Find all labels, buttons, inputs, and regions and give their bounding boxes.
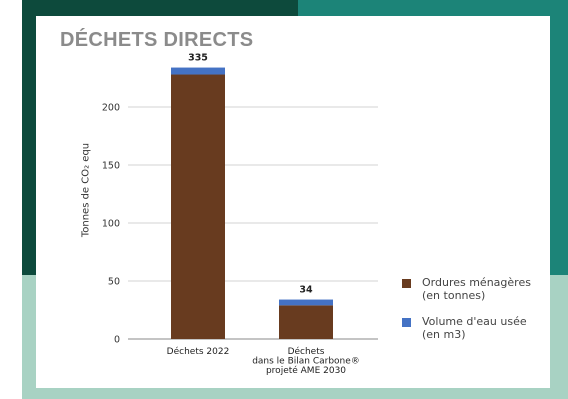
legend-swatch [402,279,411,288]
y-tick-label: 200 [102,103,120,114]
y-tick-label: 150 [102,161,120,172]
legend: Ordures ménagères (en tonnes) Volume d'eau… [402,276,552,354]
x-tick-label: Déchets 2022 [167,346,230,357]
bar-volume-eau-usee [171,67,225,75]
y-tick-label: 100 [102,219,120,230]
legend-label: Ordures ménagères (en tonnes) [422,276,531,302]
bar-ordures-menageres [171,74,225,340]
legend-label: Volume d'eau usée (en m3) [422,315,527,341]
bar-total-label: 34 [299,285,313,296]
bar-total-label: 335 [188,53,208,64]
chart-title: DÉCHETS DIRECTS [60,29,254,51]
x-tick-label: dans le Bilan Carbone® [252,357,360,367]
legend-swatch [402,318,411,327]
x-tick-label: Déchets [288,346,325,357]
legend-item: Volume d'eau usée (en m3) [402,315,552,341]
legend-item: Ordures ménagères (en tonnes) [402,276,552,302]
bar-ordures-menageres [279,305,333,339]
y-tick-label: 50 [108,277,120,288]
bar-volume-eau-usee [279,299,333,306]
x-tick-label: projeté AME 2030 [266,365,346,376]
y-tick-label: 0 [114,335,120,346]
